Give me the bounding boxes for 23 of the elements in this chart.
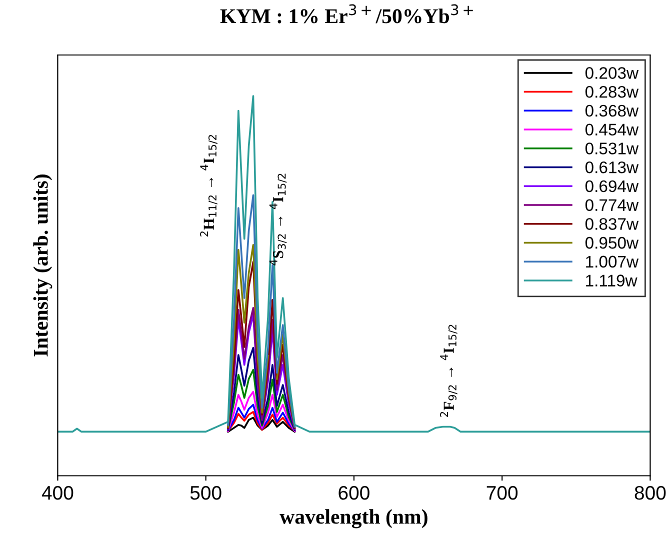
- annotation: $^{2}$H$_{11/2}$ → $^{4}$I$_{15/2}$: [200, 135, 218, 236]
- legend-label: 0.837w: [585, 218, 639, 230]
- legend-label: 0.283w: [585, 86, 639, 98]
- x-tick-label: 500: [190, 486, 222, 500]
- annotation: $^{4}$S$_{3/2}$ → $^{4}$I$_{15/2}$: [269, 174, 287, 266]
- legend-label: 0.950w: [585, 236, 639, 249]
- legend-label: 1.119w: [586, 274, 638, 286]
- x-axis-title: wavelength (nm): [280, 509, 428, 528]
- legend-label: 1.007w: [586, 256, 639, 268]
- x-tick-label: 700: [486, 486, 518, 500]
- x-tick-label: 600: [338, 486, 370, 500]
- chart-title: KYM : 1% Er$^{3+}$/50%Yb$^{3+}$: [220, 4, 473, 24]
- legend-label: 0.613w: [585, 161, 639, 174]
- legend-label: 0.203w: [585, 67, 639, 79]
- y-axis-title: Intensity (arb. units): [33, 174, 52, 356]
- x-tick-label: 800: [634, 486, 666, 500]
- legend-label: 0.531w: [585, 142, 639, 154]
- x-tick-label: 400: [42, 486, 74, 500]
- legend-label: 0.368w: [585, 104, 639, 117]
- legend-label: 0.694w: [585, 180, 639, 192]
- legend-label: 0.454w: [585, 124, 639, 136]
- legend-label: 0.774w: [585, 199, 639, 211]
- annotation: $^{2}$F$_{9/2}$ → $^{4}$I$_{15/2}$: [440, 324, 458, 417]
